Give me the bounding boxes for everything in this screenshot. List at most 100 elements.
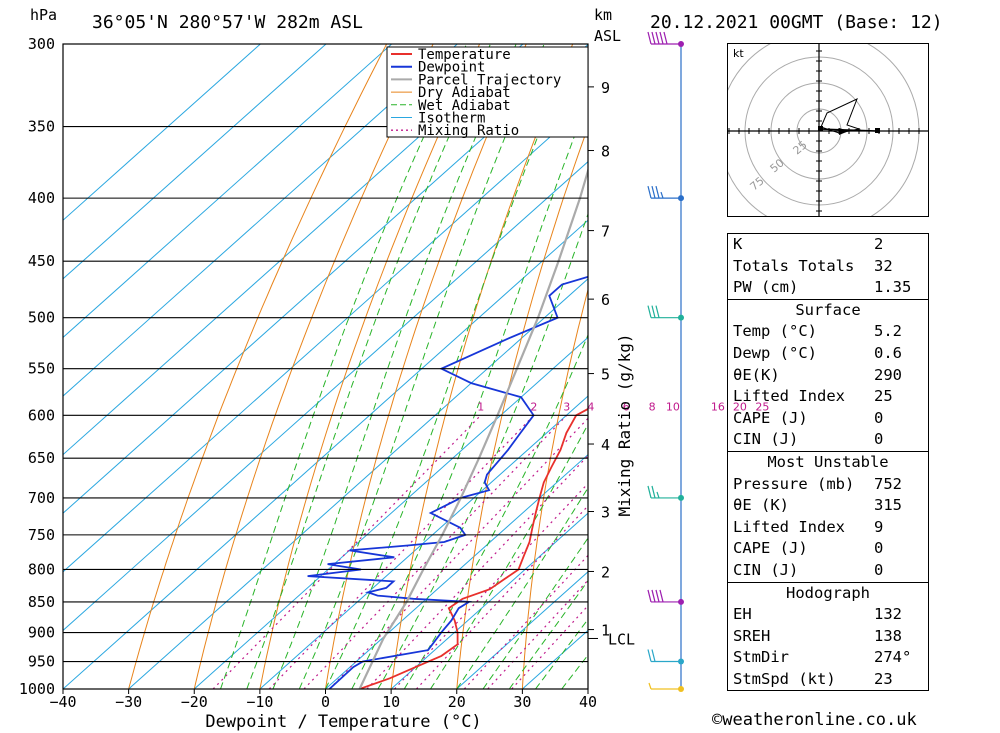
km-tick-label: 7 xyxy=(601,223,610,241)
index-value: 138 xyxy=(874,626,902,645)
index-value: 0 xyxy=(874,408,884,427)
lcl-label: LCL xyxy=(608,630,635,648)
wind-barb-flag xyxy=(651,589,656,603)
wind-barb xyxy=(647,649,681,663)
index-label: Pressure (mb) xyxy=(733,474,855,493)
pressure-tick-label: 850 xyxy=(28,593,55,611)
storm-motion-line xyxy=(818,128,878,132)
pressure-tick-label: 550 xyxy=(28,360,55,378)
wind-barb-flag xyxy=(655,185,660,199)
section-header-most-unstable: Most Unstable xyxy=(728,450,928,474)
x-axis-label: Dewpoint / Temperature (°C) xyxy=(205,712,481,732)
mixing-ratio-label: 16 xyxy=(711,400,725,413)
index-value: 0.6 xyxy=(874,343,902,362)
temp-tick-label: 40 xyxy=(579,693,597,711)
index-row-mu-pressure: Pressure (mb) 752 xyxy=(728,474,928,496)
wind-barb xyxy=(648,682,681,690)
index-label: Totals Totals xyxy=(733,256,855,275)
temp-tick-label: −10 xyxy=(246,693,273,711)
legend-entry-label: Temperature xyxy=(418,47,511,63)
wind-barb-flag xyxy=(647,185,652,199)
hodograph-origin-marker xyxy=(818,126,823,131)
km-tick-label: 1 xyxy=(601,622,610,640)
pressure-tick-label: 350 xyxy=(28,118,55,136)
wind-barb-flag xyxy=(651,31,656,45)
wind-barb-flag xyxy=(663,31,668,45)
temp-tick-label: −20 xyxy=(181,693,208,711)
km-tick-label: 3 xyxy=(601,504,610,522)
pressure-tick-label: 450 xyxy=(28,252,55,270)
index-label: PW (cm) xyxy=(733,278,799,297)
index-value: 5.2 xyxy=(874,322,902,341)
hodograph-ring-label: 75 xyxy=(748,174,767,193)
index-row-li: Lifted Index 25 xyxy=(728,386,928,408)
isotherm-line xyxy=(63,44,261,221)
index-value: 9 xyxy=(874,517,884,536)
mixing-ratio-label: 4 xyxy=(587,400,594,413)
index-label: θE(K) xyxy=(733,365,780,384)
storm-motion-arrow-icon xyxy=(839,128,849,135)
section-header-hodograph: Hodograph xyxy=(728,581,928,605)
sounding-datetime: 20.12.2021 00GMT (Base: 12) xyxy=(650,12,943,33)
index-label: Temp (°C) xyxy=(733,322,817,341)
km-tick-label: 8 xyxy=(601,143,610,161)
credit-link[interactable]: ©weatheronline.co.uk xyxy=(712,710,917,730)
pressure-tick-label: 1000 xyxy=(19,680,55,698)
dry-adiabat-line xyxy=(325,44,527,689)
km-tick-label: 4 xyxy=(601,436,610,454)
mixing-ratio-label: 6 xyxy=(623,400,630,413)
index-row-stmspd: StmSpd (kt) 23 xyxy=(728,669,928,691)
pressure-tick-label: 300 xyxy=(28,35,55,53)
index-value: 752 xyxy=(874,474,902,493)
hodograph-panel: kt 25 50 75 xyxy=(718,30,930,242)
pressure-tick-label: 950 xyxy=(28,653,55,671)
wind-barb-flag xyxy=(651,649,656,662)
pressure-tick-label: 500 xyxy=(28,309,55,327)
isotherm-line xyxy=(63,44,392,339)
legend-entry-label: Wet Adiabat xyxy=(418,98,511,114)
wind-barb-flag xyxy=(651,485,656,499)
mixing-ratio-label: 10 xyxy=(666,400,680,413)
pressure-unit-label: hPa xyxy=(30,6,58,24)
index-label: θE (K) xyxy=(733,496,789,515)
index-value: 23 xyxy=(874,669,893,688)
parcel-trajectory-profile xyxy=(358,166,588,689)
index-value: 2 xyxy=(874,235,884,253)
section-header-surface: Surface xyxy=(728,298,928,322)
legend-entry-label: Dewpoint xyxy=(418,60,485,76)
wet-adiabat-line xyxy=(456,486,588,689)
mixing-ratio-label: 3 xyxy=(563,400,570,413)
mixing-ratio-label: 20 xyxy=(733,400,747,413)
index-row-mu-cin: CIN (J) 0 xyxy=(728,560,928,582)
index-label: CAPE (J) xyxy=(733,539,808,558)
index-row-eh: EH 132 xyxy=(728,604,928,626)
index-row-cape: CAPE (J) 0 xyxy=(728,408,928,430)
wind-barb-flag xyxy=(655,589,660,603)
index-value: 0 xyxy=(874,539,884,558)
wind-barb-flag xyxy=(647,485,652,499)
hodograph-ring-label: 50 xyxy=(768,156,787,175)
temp-tick-label: −40 xyxy=(49,693,76,711)
mixing-ratio-line xyxy=(329,417,588,689)
mixing-ratio-line xyxy=(268,414,535,689)
mixing-ratio-line xyxy=(511,604,588,689)
pressure-tick-label: 400 xyxy=(28,189,55,207)
dewpoint-profile xyxy=(307,275,588,689)
isotherm-line xyxy=(63,219,588,689)
isotherm-line xyxy=(63,44,458,397)
pressure-tick-label: 900 xyxy=(28,624,55,642)
index-row-totals: Totals Totals 32 xyxy=(728,256,928,278)
wind-barb xyxy=(647,305,681,319)
wind-barb-flag xyxy=(655,305,660,318)
wet-adiabat-line xyxy=(535,618,588,689)
isotherm-line xyxy=(128,278,588,689)
isotherm-line xyxy=(63,44,327,280)
mixing-ratio-axis-label: Mixing Ratio (g/kg) xyxy=(615,333,634,516)
index-value: 132 xyxy=(874,605,902,624)
index-label: Lifted Index xyxy=(733,517,845,536)
